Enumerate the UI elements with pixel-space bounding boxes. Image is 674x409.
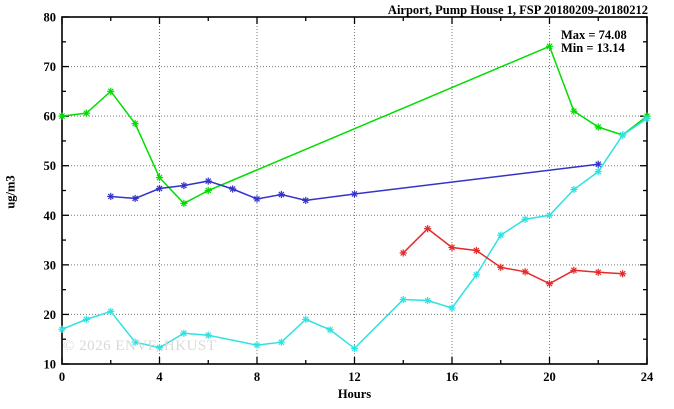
series-markers-day4-red [399, 225, 627, 288]
x-tick-label: 20 [543, 370, 556, 384]
series-markers-day3-cyan [58, 115, 651, 353]
y-tick-label: 10 [44, 358, 57, 372]
max-annotation: Max = 74.08 [561, 28, 627, 42]
y-tick-label: 60 [44, 110, 57, 124]
x-tick-labels: 0 4 8 12 16 20 24 [59, 370, 654, 384]
x-tick-label: 12 [348, 370, 361, 384]
x-tick-label: 0 [59, 370, 65, 384]
series-markers-day2-blue [107, 160, 602, 205]
y-tick-label: 20 [44, 308, 57, 322]
x-tick-label: 16 [446, 370, 459, 384]
axis-ticks [61, 16, 648, 365]
y-tick-labels: 10 20 30 40 50 60 70 80 [44, 11, 57, 372]
x-tick-label: 8 [254, 370, 260, 384]
series-day4-red [399, 225, 627, 288]
min-annotation: Min = 13.14 [561, 41, 625, 55]
y-tick-label: 30 [44, 258, 57, 272]
x-axis-label: Hours [337, 387, 372, 401]
gridlines [62, 17, 647, 364]
y-tick-label: 50 [44, 159, 57, 173]
x-tick-label: 24 [641, 370, 654, 384]
y-tick-label: 80 [44, 11, 57, 25]
y-tick-label: 70 [44, 60, 57, 74]
y-axis-label: ug/m3 [3, 175, 18, 209]
y-tick-label: 40 [44, 209, 57, 223]
series-day3-cyan [58, 115, 651, 353]
series-day2-blue [107, 160, 602, 205]
chart-title: Airport, Pump House 1, FSP 20180209-2018… [387, 3, 648, 17]
x-tick-label: 4 [156, 370, 163, 384]
watermark: © 2026 ENVF, HKUST [63, 338, 217, 354]
